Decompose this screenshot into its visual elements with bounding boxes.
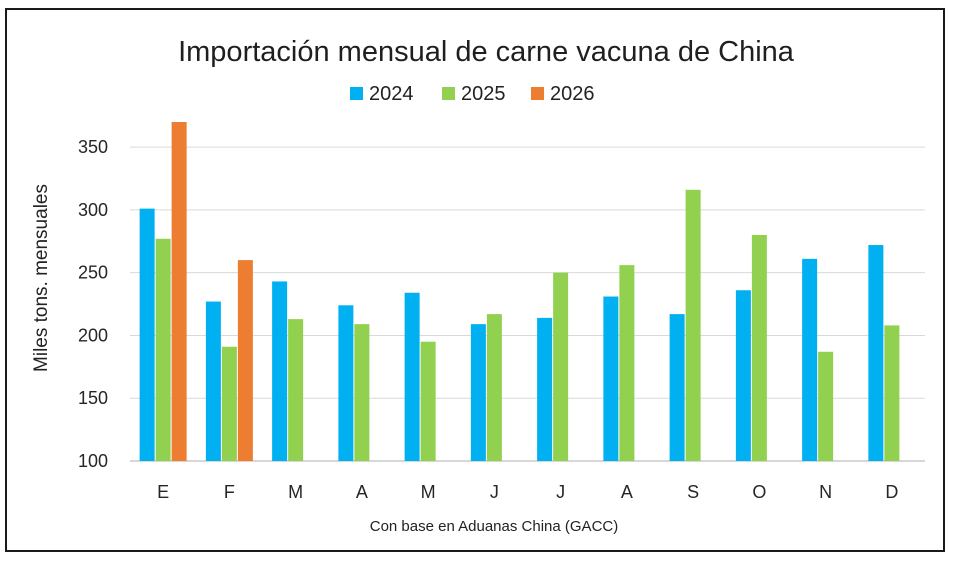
bars (139, 122, 900, 462)
x-tick-label: O (752, 482, 766, 502)
bar-2025 (751, 235, 767, 461)
bar-2024 (802, 258, 818, 461)
x-tick-label: D (885, 482, 898, 502)
y-axis-label: Miles tons. mensuales (31, 184, 52, 372)
bar-2024 (537, 317, 553, 461)
x-tick-label: J (556, 482, 565, 502)
y-tick-label: 100 (78, 451, 108, 471)
y-tick-label: 200 (78, 325, 108, 345)
chart-title: Importación mensual de carne vacuna de C… (178, 36, 795, 68)
y-tick-label: 250 (78, 263, 108, 283)
bar-2024 (735, 290, 751, 461)
bar-2024 (272, 281, 288, 461)
bar-2025 (354, 324, 370, 461)
bar-2024 (603, 296, 619, 461)
y-tick-label: 350 (78, 137, 108, 157)
gridlines (130, 146, 925, 462)
legend-label-2026: 2026 (550, 83, 595, 105)
legend-swatch-2025 (442, 87, 455, 100)
bar-2024 (139, 208, 155, 461)
bar-2025 (818, 351, 834, 461)
bar-2024 (669, 314, 685, 461)
bar-2025 (155, 238, 171, 461)
bar-2024 (205, 301, 221, 461)
bar-2024 (404, 292, 420, 461)
x-axis-label: Con base en Aduanas China (GACC) (370, 518, 618, 535)
x-tick-label: S (687, 482, 699, 502)
x-tick-label: E (157, 482, 169, 502)
bar-2025 (288, 319, 304, 461)
x-tick-label: N (819, 482, 832, 502)
bar-2025 (884, 325, 900, 461)
x-tick-label: M (421, 482, 436, 502)
x-tick-label: F (224, 482, 235, 502)
bar-2026 (237, 260, 253, 461)
bar-2024 (470, 324, 486, 461)
x-tick-label: A (356, 482, 368, 502)
bar-2024 (868, 245, 884, 461)
y-axis-ticks: 100 150 200 250 300 350 (78, 137, 108, 471)
y-tick-label: 300 (78, 200, 108, 220)
y-tick-label: 150 (78, 388, 108, 408)
legend: 2024 2025 2026 (350, 83, 595, 105)
bar-2025 (221, 346, 237, 461)
bar-2026 (171, 122, 187, 461)
bar-2025 (619, 265, 635, 461)
x-tick-label: A (621, 482, 633, 502)
bar-2024 (338, 305, 354, 461)
x-tick-label: J (490, 482, 499, 502)
legend-label-2025: 2025 (461, 83, 506, 105)
bar-2025 (685, 189, 701, 462)
legend-swatch-2026 (531, 87, 544, 100)
bar-2025 (553, 272, 569, 461)
legend-label-2024: 2024 (369, 83, 414, 105)
legend-swatch-2024 (350, 87, 363, 100)
x-tick-label: M (288, 482, 303, 502)
bar-2025 (486, 314, 502, 461)
bar-2025 (420, 341, 436, 461)
